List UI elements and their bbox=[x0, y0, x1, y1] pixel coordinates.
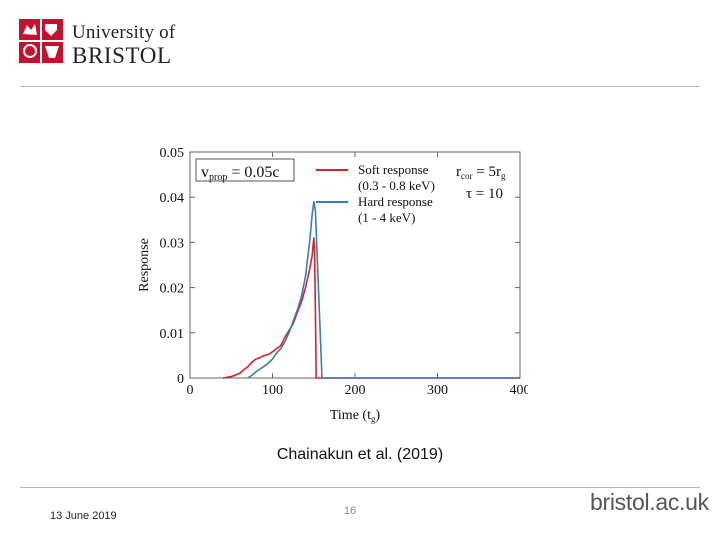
series-line-soft bbox=[222, 237, 520, 379]
x-tick-label: 400 bbox=[510, 383, 529, 398]
footer-divider bbox=[20, 487, 700, 488]
annotation-sub: prop bbox=[209, 172, 227, 183]
x-axis-label: Time (tg) bbox=[330, 408, 381, 424]
series-line-hard bbox=[247, 200, 520, 379]
y-tick-label: 0.01 bbox=[160, 327, 185, 342]
annotation-box bbox=[195, 158, 295, 182]
header-divider bbox=[20, 86, 700, 87]
y-tick-label: 0 bbox=[177, 372, 184, 387]
y-tick-label: 0.02 bbox=[160, 282, 185, 297]
response-chart: 0 100 200 300 400 0 0.01 0.02 0.03 0.04 0.05 vprop… bbox=[137, 146, 529, 424]
annotation-main: v bbox=[201, 164, 209, 181]
figure-caption: Chainakun et al. (2019) bbox=[276, 446, 444, 463]
param-rcor: rcor = 5rg bbox=[456, 164, 506, 181]
annotation-box-group: vprop = 0.05c bbox=[195, 158, 295, 183]
legend-band-hard: (1 - 4 keV) bbox=[358, 210, 415, 225]
y-tick-label: 0.05 bbox=[160, 146, 185, 161]
y-tick-label: 0.03 bbox=[160, 236, 185, 251]
x-tick-label: 100 bbox=[262, 383, 283, 398]
legend: Soft response (0.3 - 0.8 keV) Hard respo… bbox=[316, 162, 435, 225]
page-number: 16 bbox=[343, 505, 357, 517]
x-tick-label: 200 bbox=[345, 383, 366, 398]
footer-date: 13 June 2019 bbox=[50, 510, 117, 522]
legend-band-soft: (0.3 - 0.8 keV) bbox=[358, 178, 435, 193]
x-tick-label: 300 bbox=[427, 383, 448, 398]
annotation-text: vprop = 0.05c bbox=[201, 164, 279, 183]
x-tick-label: 0 bbox=[187, 383, 194, 398]
param-tau: τ = 10 bbox=[466, 186, 503, 202]
annotation-rest: = 0.05c bbox=[227, 164, 279, 181]
logo-text-university: University of bbox=[72, 22, 176, 43]
crest-icon bbox=[19, 19, 63, 63]
legend-label-soft: Soft response bbox=[358, 162, 429, 177]
logo-text-bristol: BRISTOL bbox=[72, 43, 172, 68]
footer-website[interactable]: bristol.ac.uk bbox=[590, 489, 709, 515]
legend-label-hard: Hard response bbox=[358, 194, 433, 209]
y-tick-label: 0.04 bbox=[160, 191, 185, 206]
university-logo[interactable]: University of BRISTOL bbox=[18, 18, 178, 70]
y-axis-label: Response bbox=[137, 238, 152, 292]
